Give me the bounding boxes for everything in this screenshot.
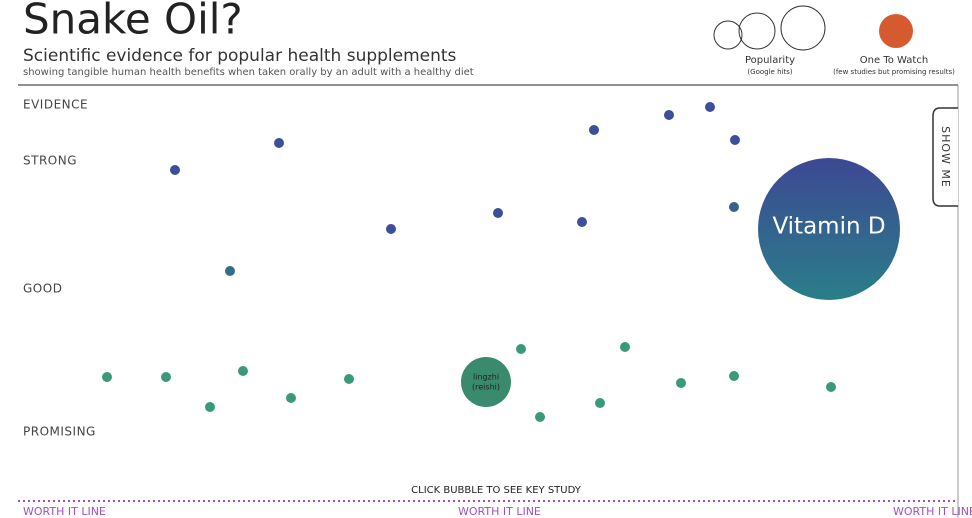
tab-label[interactable]: SHOW ME — [939, 126, 952, 188]
legend-label: One To Watch — [860, 55, 928, 66]
bubble[interactable] — [205, 402, 215, 412]
bubble[interactable] — [729, 371, 739, 381]
bubble-label: Vitamin D — [772, 214, 885, 240]
bubble[interactable] — [161, 372, 171, 382]
description: showing tangible human health benefits w… — [23, 67, 474, 78]
bubble[interactable] — [386, 224, 396, 234]
bubble[interactable] — [238, 366, 248, 376]
worth-it-label: WORTH IT LINE — [458, 505, 541, 518]
side-tab[interactable]: SHOW ME — [932, 107, 958, 207]
bubble[interactable] — [535, 412, 545, 422]
bubble[interactable] — [676, 378, 686, 388]
bubble[interactable] — [274, 138, 284, 148]
level-label: EVIDENCE — [23, 98, 88, 112]
level-label: GOOD — [23, 282, 62, 296]
bubble[interactable] — [620, 342, 630, 352]
bubble[interactable] — [344, 374, 354, 384]
subtitle: Scientific evidence for popular health s… — [23, 46, 457, 66]
level-label: PROMISING — [23, 425, 96, 439]
bubble[interactable] — [461, 357, 511, 407]
bubble-label: (reishi) — [472, 383, 500, 392]
bubble[interactable] — [102, 372, 112, 382]
level-label: STRONG — [23, 154, 77, 168]
worth-it-label: WORTH IT LINE — [893, 505, 972, 518]
bubble-label: lingzhi — [473, 373, 499, 382]
bubble[interactable] — [170, 165, 180, 175]
legend-circle — [780, 5, 826, 51]
legend-circle — [738, 12, 776, 50]
legend-circle — [713, 20, 743, 50]
instruction: CLICK BUBBLE TO SEE KEY STUDY — [411, 485, 582, 496]
legend-circle — [879, 14, 913, 48]
bubbles: lingzhi (reishi) Vitamin D — [102, 102, 900, 422]
bubble[interactable] — [826, 382, 836, 392]
bubble[interactable] — [730, 135, 740, 145]
tab-shape[interactable] — [932, 107, 958, 207]
bubble[interactable] — [225, 266, 235, 276]
bubble[interactable] — [516, 344, 526, 354]
legend-label: Popularity — [745, 55, 795, 66]
bubble[interactable] — [758, 158, 900, 300]
legend-note: (Google hits) — [747, 68, 792, 76]
bubble[interactable] — [577, 217, 587, 227]
bubble[interactable] — [595, 398, 605, 408]
bubble[interactable] — [705, 102, 715, 112]
bubble[interactable] — [286, 393, 296, 403]
worth-it-label: WORTH IT LINE — [23, 505, 106, 518]
bubble[interactable] — [589, 125, 599, 135]
legend-note: (few studies but promising results) — [833, 68, 955, 76]
bubble[interactable] — [729, 202, 739, 212]
title: Snake Oil? — [23, 0, 243, 44]
bubble[interactable] — [664, 110, 674, 120]
bubble[interactable] — [493, 208, 503, 218]
